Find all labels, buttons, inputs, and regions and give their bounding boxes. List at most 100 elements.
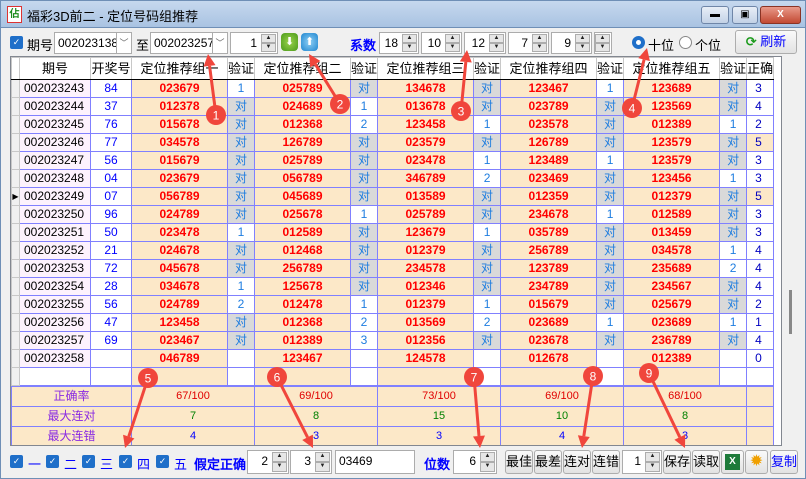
consecutive-right-button[interactable]: 连对 <box>563 450 591 474</box>
coef-spinner-extra[interactable]: ▲ ▼ <box>594 32 612 54</box>
period-cell: 002023255 <box>19 295 91 314</box>
recommend-group-cell: 025789 <box>254 151 352 170</box>
down-arrow-icon[interactable]: ⬇ <box>281 33 298 51</box>
load-button[interactable]: 读取 <box>692 450 720 474</box>
group-checkbox[interactable]: ✓ <box>156 455 169 468</box>
table-row[interactable]: 002023254 28 034678 1 125678 对 012346 对 234789 对 2… <box>11 277 775 296</box>
verify-cell: 对 <box>350 79 379 98</box>
maximize-button[interactable]: ▣ <box>732 6 758 24</box>
assume-from-spinner[interactable]: 2 ▲ ▼ <box>247 450 289 474</box>
step-spinner[interactable]: 1 ▲ ▼ <box>230 32 278 54</box>
column-header[interactable]: 验证 <box>226 57 256 80</box>
from-period-input[interactable]: 002023138 <box>54 32 118 54</box>
column-header[interactable]: 定位推荐组四 <box>500 57 598 80</box>
consecutive-wrong-button[interactable]: 连错 <box>592 450 620 474</box>
annotation-number: 9 <box>646 367 653 381</box>
copy-button[interactable]: 复制 <box>770 450 798 474</box>
coef-spinner-5[interactable]: 9 ▲ ▼ <box>551 32 592 54</box>
group-checkbox[interactable]: ✓ <box>10 455 23 468</box>
recommend-group-cell: 012379 <box>377 295 475 314</box>
recommend-group-cell: 056789 <box>131 187 228 206</box>
digit-count-spinner[interactable]: 6 ▲ ▼ <box>453 450 497 474</box>
recommend-group-cell: 123679 <box>377 223 475 242</box>
table-row[interactable]: 002023256 47 123458 对 012368 2 013569 2 023689 1 0… <box>11 313 775 332</box>
group-checkbox[interactable]: ✓ <box>46 455 59 468</box>
correct-count-cell: 4 <box>746 331 775 350</box>
summary-label: 正确率 <box>11 386 132 407</box>
summary-value: 7 <box>131 406 255 427</box>
period-cell: 002023258 <box>19 349 91 368</box>
recommend-group-cell: 235689 <box>623 259 721 278</box>
digits-input[interactable]: 03469 <box>335 450 415 474</box>
table-row[interactable]: 002023244 37 012378 对 024689 1 013678 对 023789 对 1… <box>11 97 775 116</box>
verify-cell: 对 <box>350 187 379 206</box>
best-button[interactable]: 最佳 <box>505 450 533 474</box>
table-row[interactable]: 002023246 77 034578 对 126789 对 023579 对 126789 对 1… <box>11 133 775 152</box>
table-row[interactable]: 002023243 84 023679 1 025789 对 134678 对 123467 1 1… <box>11 79 775 98</box>
table-row[interactable]: 002023247 56 015679 对 025789 对 023478 1 123489 1 1… <box>11 151 775 170</box>
recommend-group-cell: 012359 <box>500 187 598 206</box>
up-arrow-icon[interactable]: ⬆ <box>301 33 318 51</box>
verify-cell: 对 <box>719 79 748 98</box>
table-row[interactable]: 002023251 50 023478 1 012589 对 123679 1 035789 对 0… <box>11 223 775 242</box>
column-header[interactable]: 期号 <box>19 57 91 80</box>
verify-cell: 对 <box>473 97 502 116</box>
table-row[interactable]: 002023250 96 024789 对 025678 1 025789 对 234678 1 0… <box>11 205 775 224</box>
coef-label: 系数 <box>350 38 377 53</box>
verify-cell: 对 <box>350 169 379 188</box>
column-header[interactable]: 开奖号 <box>90 57 132 80</box>
settings-button[interactable]: ✹ <box>745 450 768 474</box>
coef-spinner-1[interactable]: 18 ▲ ▼ <box>379 32 419 54</box>
empty-cell <box>350 367 379 386</box>
table-row[interactable]: 002023252 21 024678 对 012468 对 012379 对 256789 对 0… <box>11 241 775 260</box>
summary-value: 8 <box>623 406 747 427</box>
verify-cell: 对 <box>473 259 502 278</box>
column-header[interactable]: 定位推荐组二 <box>254 57 352 80</box>
recommend-group-cell: 126789 <box>254 133 352 152</box>
coef-spinner-2[interactable]: 10 ▲ ▼ <box>421 32 462 54</box>
refresh-button[interactable]: ⟳ 刷新 <box>735 30 797 54</box>
scrollbar-thumb[interactable] <box>789 290 792 334</box>
recommend-group-cell: 023678 <box>500 331 598 350</box>
period-cell: 002023244 <box>19 97 91 116</box>
worst-button[interactable]: 最差 <box>534 450 562 474</box>
empty-cell <box>746 367 775 386</box>
coef-spinner-4[interactable]: 7 ▲ ▼ <box>508 32 549 54</box>
verify-cell: 对 <box>226 169 256 188</box>
column-header[interactable]: 定位推荐组五 <box>623 57 721 80</box>
group-checkbox[interactable]: ✓ <box>82 455 95 468</box>
tens-radio[interactable] <box>632 36 645 49</box>
column-header[interactable]: 正确 <box>746 57 775 80</box>
table-row[interactable]: 002023257 69 023467 对 012389 3 012356 对 023678 对 2… <box>11 331 775 350</box>
table-row[interactable]: ▶ 002023249 07 056789 对 045689 对 013589 对 012359 对… <box>11 187 775 206</box>
draw-number-cell: 72 <box>90 259 132 278</box>
annotation-arrow: 2 <box>309 54 350 114</box>
save-button[interactable]: 保存 <box>663 450 691 474</box>
verify-cell: 对 <box>226 205 256 224</box>
assume-to-spinner[interactable]: 3 ▲ ▼ <box>290 450 332 474</box>
minimize-button[interactable]: ▬ <box>701 6 729 24</box>
vertical-scrollbar[interactable] <box>784 56 800 446</box>
verify-cell: 对 <box>596 187 625 206</box>
units-radio[interactable] <box>679 36 692 49</box>
column-header[interactable]: 定位推荐组三 <box>377 57 475 80</box>
group-checkbox[interactable]: ✓ <box>119 455 132 468</box>
annotation-number: 5 <box>145 372 152 386</box>
table-row[interactable]: 002023258 046789 123467 124578 012678 012389 0 <box>11 349 775 368</box>
from-dropdown-chevron-icon[interactable]: ﹀ <box>116 32 132 54</box>
table-row[interactable]: 002023255 56 024789 2 012478 1 012379 1 015679 对 0… <box>11 295 775 314</box>
table-row[interactable]: 002023248 04 023679 对 056789 对 346789 2 023469 对 1… <box>11 169 775 188</box>
recommend-group-cell: 012378 <box>131 97 228 116</box>
count-spinner[interactable]: 1 ▲ ▼ <box>622 450 662 474</box>
units-label: 个位 <box>695 38 722 53</box>
to-dropdown-chevron-icon[interactable]: ﹀ <box>212 32 228 54</box>
excel-export-button[interactable]: X <box>721 450 744 474</box>
period-checkbox[interactable]: ✓ <box>10 36 23 49</box>
coef-spinner-3[interactable]: 12 ▲ ▼ <box>464 32 506 54</box>
column-header[interactable]: 验证 <box>596 57 625 80</box>
annotation-arrow: 3 <box>451 50 472 121</box>
recommend-group-cell: 023689 <box>500 313 598 332</box>
coef-value: 7 <box>521 36 528 50</box>
close-button[interactable]: X <box>760 6 801 24</box>
summary-value: 3 <box>377 426 501 445</box>
